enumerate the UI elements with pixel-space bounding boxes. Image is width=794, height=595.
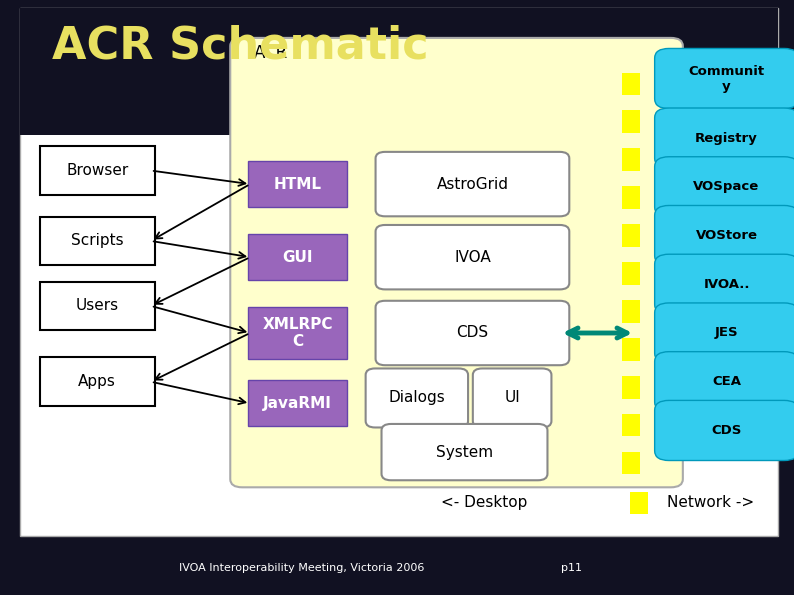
FancyBboxPatch shape: [622, 414, 640, 436]
Text: UI: UI: [504, 390, 520, 405]
FancyBboxPatch shape: [622, 262, 640, 285]
FancyBboxPatch shape: [654, 352, 794, 412]
Text: <- Desktop: <- Desktop: [441, 495, 527, 510]
Text: Network ->: Network ->: [667, 495, 754, 510]
Text: AstroGrid: AstroGrid: [437, 177, 508, 192]
FancyBboxPatch shape: [622, 300, 640, 322]
Text: Browser: Browser: [66, 163, 129, 178]
FancyBboxPatch shape: [376, 225, 569, 289]
Text: CDS: CDS: [457, 325, 488, 340]
FancyBboxPatch shape: [40, 146, 155, 195]
FancyBboxPatch shape: [230, 38, 683, 487]
Text: Apps: Apps: [79, 374, 116, 389]
Text: IVOA: IVOA: [454, 250, 491, 265]
FancyBboxPatch shape: [248, 380, 348, 427]
Text: JavaRMI: JavaRMI: [264, 396, 332, 411]
FancyBboxPatch shape: [654, 108, 794, 168]
FancyBboxPatch shape: [622, 73, 640, 95]
FancyBboxPatch shape: [622, 376, 640, 399]
FancyBboxPatch shape: [20, 8, 778, 135]
FancyBboxPatch shape: [248, 161, 348, 207]
Text: GUI: GUI: [283, 250, 313, 265]
Text: VOSpace: VOSpace: [693, 180, 760, 193]
FancyBboxPatch shape: [622, 186, 640, 209]
Text: Scripts: Scripts: [71, 233, 124, 249]
FancyBboxPatch shape: [20, 8, 778, 536]
Text: CEA: CEA: [712, 375, 741, 388]
FancyBboxPatch shape: [622, 338, 640, 361]
FancyBboxPatch shape: [248, 307, 348, 359]
Text: XMLRPC
C: XMLRPC C: [263, 317, 333, 349]
FancyBboxPatch shape: [654, 48, 794, 108]
FancyBboxPatch shape: [654, 254, 794, 314]
FancyBboxPatch shape: [654, 156, 794, 217]
FancyBboxPatch shape: [654, 205, 794, 265]
FancyBboxPatch shape: [376, 152, 569, 217]
Text: Dialogs: Dialogs: [388, 390, 445, 405]
Text: Registry: Registry: [695, 131, 758, 145]
Text: p11: p11: [561, 563, 582, 573]
Text: Users: Users: [75, 299, 119, 314]
FancyBboxPatch shape: [622, 111, 640, 133]
FancyBboxPatch shape: [40, 217, 155, 265]
Text: VOStore: VOStore: [696, 229, 757, 242]
FancyBboxPatch shape: [381, 424, 547, 480]
FancyBboxPatch shape: [654, 400, 794, 461]
Text: IVOA Interoperability Meeting, Victoria 2006: IVOA Interoperability Meeting, Victoria …: [179, 563, 425, 573]
Text: IVOA..: IVOA..: [703, 278, 750, 291]
Text: HTML: HTML: [274, 177, 322, 192]
FancyBboxPatch shape: [40, 358, 155, 406]
FancyBboxPatch shape: [654, 303, 794, 363]
FancyBboxPatch shape: [376, 301, 569, 365]
Text: ACR Schematic: ACR Schematic: [52, 24, 428, 67]
Text: System: System: [436, 444, 493, 459]
FancyBboxPatch shape: [622, 148, 640, 171]
FancyBboxPatch shape: [248, 234, 348, 280]
Text: Communit
y: Communit y: [688, 64, 765, 92]
FancyBboxPatch shape: [473, 368, 551, 427]
FancyBboxPatch shape: [622, 224, 640, 247]
FancyBboxPatch shape: [40, 281, 155, 330]
FancyBboxPatch shape: [630, 491, 648, 514]
Text: CDS: CDS: [711, 424, 742, 437]
Text: JES: JES: [715, 327, 738, 340]
FancyBboxPatch shape: [622, 452, 640, 474]
FancyBboxPatch shape: [365, 368, 468, 427]
Text: ACR: ACR: [254, 44, 288, 62]
